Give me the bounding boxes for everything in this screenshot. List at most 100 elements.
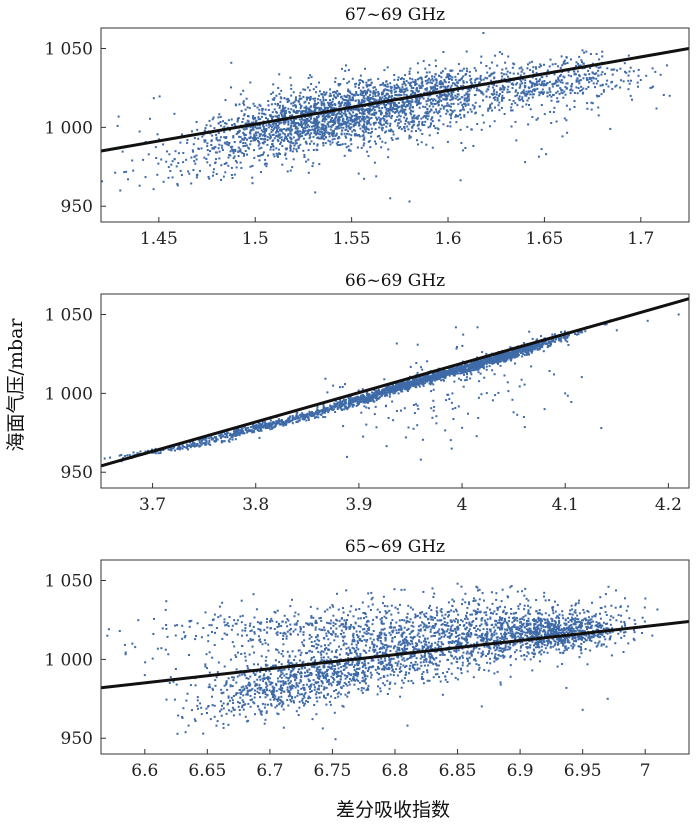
x-tick-label: 1.5	[242, 229, 269, 249]
data-point	[265, 117, 267, 119]
data-point	[415, 88, 418, 90]
data-point	[434, 99, 437, 102]
data-point	[340, 110, 343, 112]
data-point	[559, 337, 562, 340]
data-point	[417, 78, 419, 81]
data-point	[346, 120, 349, 123]
data-point	[317, 101, 320, 104]
data-point	[315, 122, 318, 125]
data-point	[364, 397, 366, 400]
data-point	[471, 362, 474, 365]
data-point	[380, 390, 383, 393]
data-point	[500, 107, 503, 109]
data-point	[296, 110, 299, 112]
data-point	[523, 72, 526, 75]
data-point	[260, 146, 263, 149]
data-point	[429, 123, 432, 126]
data-point	[499, 88, 502, 91]
data-point	[170, 163, 173, 166]
data-point	[413, 114, 416, 117]
data-point	[338, 117, 340, 120]
data-point	[546, 346, 549, 349]
data-point	[369, 78, 372, 81]
data-point	[448, 369, 451, 371]
data-point	[328, 133, 331, 136]
data-point	[317, 126, 320, 129]
data-point	[381, 83, 384, 86]
data-point	[328, 115, 331, 118]
data-point	[514, 95, 517, 98]
data-point	[334, 411, 337, 413]
data-point	[482, 121, 485, 124]
data-point	[277, 133, 280, 136]
data-point	[546, 69, 549, 72]
data-point	[214, 162, 217, 165]
data-point	[490, 102, 493, 105]
data-point	[327, 103, 330, 106]
data-point	[256, 124, 259, 127]
data-point	[298, 100, 300, 103]
data-point	[558, 337, 560, 340]
data-point	[409, 106, 412, 109]
data-point	[407, 99, 410, 102]
data-point	[283, 128, 286, 130]
data-point	[329, 408, 331, 411]
data-point	[418, 84, 421, 87]
data-point	[402, 80, 405, 83]
data-point	[482, 32, 485, 34]
data-point	[424, 67, 427, 70]
data-point	[258, 133, 261, 136]
data-point	[488, 360, 491, 363]
data-point	[503, 353, 506, 356]
data-point	[433, 103, 436, 105]
data-point	[243, 103, 246, 106]
data-point	[297, 419, 300, 422]
data-point	[264, 140, 266, 143]
data-point	[261, 130, 264, 133]
data-point	[545, 75, 548, 78]
data-point	[385, 115, 388, 118]
data-point	[421, 121, 424, 123]
data-point	[396, 85, 399, 88]
data-point	[271, 421, 274, 424]
data-point	[322, 405, 325, 408]
data-point	[270, 115, 272, 118]
data-point	[169, 170, 172, 172]
data-point	[306, 98, 308, 101]
data-point	[350, 114, 353, 117]
data-point	[515, 83, 518, 86]
data-point	[545, 343, 548, 345]
data-point	[559, 81, 562, 84]
data-point	[473, 105, 476, 108]
data-point	[468, 70, 471, 73]
data-point	[265, 162, 268, 165]
data-point	[564, 85, 567, 88]
data-point	[369, 123, 372, 126]
data-point	[429, 99, 431, 101]
data-point	[225, 161, 228, 164]
data-point	[280, 97, 283, 100]
data-point	[331, 134, 334, 137]
data-point	[390, 86, 393, 89]
data-point	[390, 91, 393, 94]
data-point	[123, 171, 126, 174]
data-point	[529, 346, 532, 349]
data-point	[480, 91, 483, 94]
data-point	[392, 107, 395, 110]
data-point	[389, 130, 392, 133]
data-point	[527, 97, 530, 100]
data-point	[231, 149, 234, 152]
data-point	[396, 385, 399, 388]
data-point	[414, 97, 417, 100]
data-point	[220, 124, 222, 127]
data-point	[357, 397, 360, 400]
data-point	[336, 408, 339, 410]
data-point	[501, 96, 504, 99]
data-point	[278, 129, 281, 132]
data-point	[209, 124, 212, 127]
data-point	[242, 138, 245, 141]
data-point	[659, 73, 662, 76]
data-point	[424, 382, 427, 385]
data-point	[297, 122, 300, 124]
data-point	[365, 81, 368, 84]
